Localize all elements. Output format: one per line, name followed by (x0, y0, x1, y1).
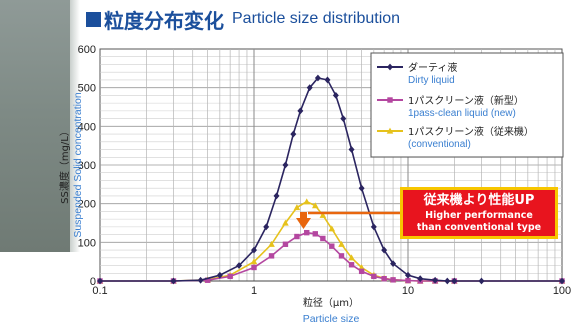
title-square-icon (86, 11, 101, 27)
data-point (432, 276, 439, 284)
y-tick-label: 300 (78, 160, 96, 172)
data-point (282, 161, 289, 169)
data-point (390, 260, 397, 267)
data-point (312, 231, 318, 237)
data-point (324, 76, 331, 84)
data-point (319, 211, 327, 218)
data-point (320, 235, 326, 242)
data-point (381, 275, 387, 282)
x-axis-label-japanese: 粒径（μm） (303, 296, 359, 309)
data-point (293, 204, 301, 211)
data-point (304, 229, 310, 236)
data-point (306, 84, 313, 92)
data-point (358, 264, 365, 271)
data-point (340, 115, 347, 122)
callout-arrow-head (296, 212, 311, 229)
callout-box: 従来機より性能UP Higher performance than conven… (400, 187, 558, 239)
legend-box (370, 52, 564, 158)
data-point (294, 233, 300, 240)
data-point (387, 97, 393, 103)
y-tick-label: 500 (78, 83, 96, 95)
callout-japanese: 従来機より性能UP (423, 193, 535, 208)
y-tick-label: 600 (78, 44, 96, 56)
legend-label-japanese: 1パスクリーン液（従来機） (408, 125, 534, 138)
callout-english-line2: than conventional type (416, 222, 542, 233)
legend-label-japanese: 1パスクリーン液（新型） (408, 94, 524, 107)
x-tick-label: 100 (553, 285, 571, 297)
data-point (329, 243, 335, 249)
data-point (251, 246, 257, 254)
data-point (236, 262, 243, 269)
chart-title: 粒度分布変化 Particle size distribution (86, 4, 400, 34)
data-point (328, 225, 336, 232)
legend-label-english: Dirty liquid (408, 75, 455, 86)
data-point (273, 192, 280, 200)
data-point (268, 253, 275, 259)
data-point (417, 275, 424, 283)
side-photo-edge (70, 0, 80, 252)
y-tick-label: 200 (78, 199, 96, 211)
data-point (97, 277, 103, 285)
data-point (348, 254, 355, 261)
y-axis-label-english: Suspended Solid concentration (72, 92, 84, 238)
title-english: Particle size distribution (232, 10, 401, 27)
data-point (282, 241, 289, 247)
data-point (387, 63, 393, 71)
data-point (311, 202, 319, 209)
y-tick-label: 0 (90, 276, 96, 288)
data-point (170, 277, 177, 285)
data-point (332, 92, 339, 99)
data-point (390, 277, 396, 283)
data-point (348, 262, 355, 268)
data-point (559, 277, 565, 285)
data-point (405, 277, 411, 284)
side-photo (0, 0, 70, 252)
x-tick-label: 1 (251, 285, 257, 297)
data-point (314, 74, 321, 82)
y-tick-label: 400 (78, 121, 96, 133)
data-point (250, 258, 258, 265)
data-point (290, 130, 297, 138)
data-point (303, 198, 311, 205)
callout-english-line1: Higher performance (425, 210, 533, 221)
data-point (197, 276, 204, 284)
legend-label-english: (conventional) (408, 139, 471, 150)
data-point (227, 273, 233, 280)
data-point (370, 223, 377, 231)
data-point (478, 277, 485, 285)
data-point (358, 184, 365, 192)
legend-label-japanese: ダーティ液 (408, 61, 457, 74)
series-line (100, 77, 562, 282)
data-point (297, 107, 304, 115)
series-0 (97, 74, 565, 285)
y-tick-label: 100 (78, 237, 96, 249)
data-point (282, 219, 289, 226)
title-japanese: 粒度分布変化 (104, 8, 224, 33)
y-axis-label-japanese: SS濃度（mg/L） (58, 126, 71, 204)
data-point (268, 240, 275, 247)
x-tick-label: 10 (402, 285, 414, 297)
data-point (204, 277, 211, 283)
data-point (444, 277, 451, 285)
data-point (405, 271, 411, 279)
legend-label-english: 1pass-clean liquid (new) (408, 108, 516, 119)
data-point (338, 253, 345, 259)
data-point (386, 127, 394, 134)
data-point (371, 273, 377, 280)
data-point (216, 271, 223, 279)
data-point (251, 264, 257, 271)
x-tick-label: 0.1 (92, 285, 107, 297)
data-point (348, 146, 355, 153)
data-point (451, 277, 458, 285)
data-point (338, 240, 345, 247)
data-point (381, 246, 388, 254)
data-point (358, 268, 365, 275)
data-point (263, 223, 270, 231)
x-axis-label-english: Particle size (303, 313, 360, 325)
